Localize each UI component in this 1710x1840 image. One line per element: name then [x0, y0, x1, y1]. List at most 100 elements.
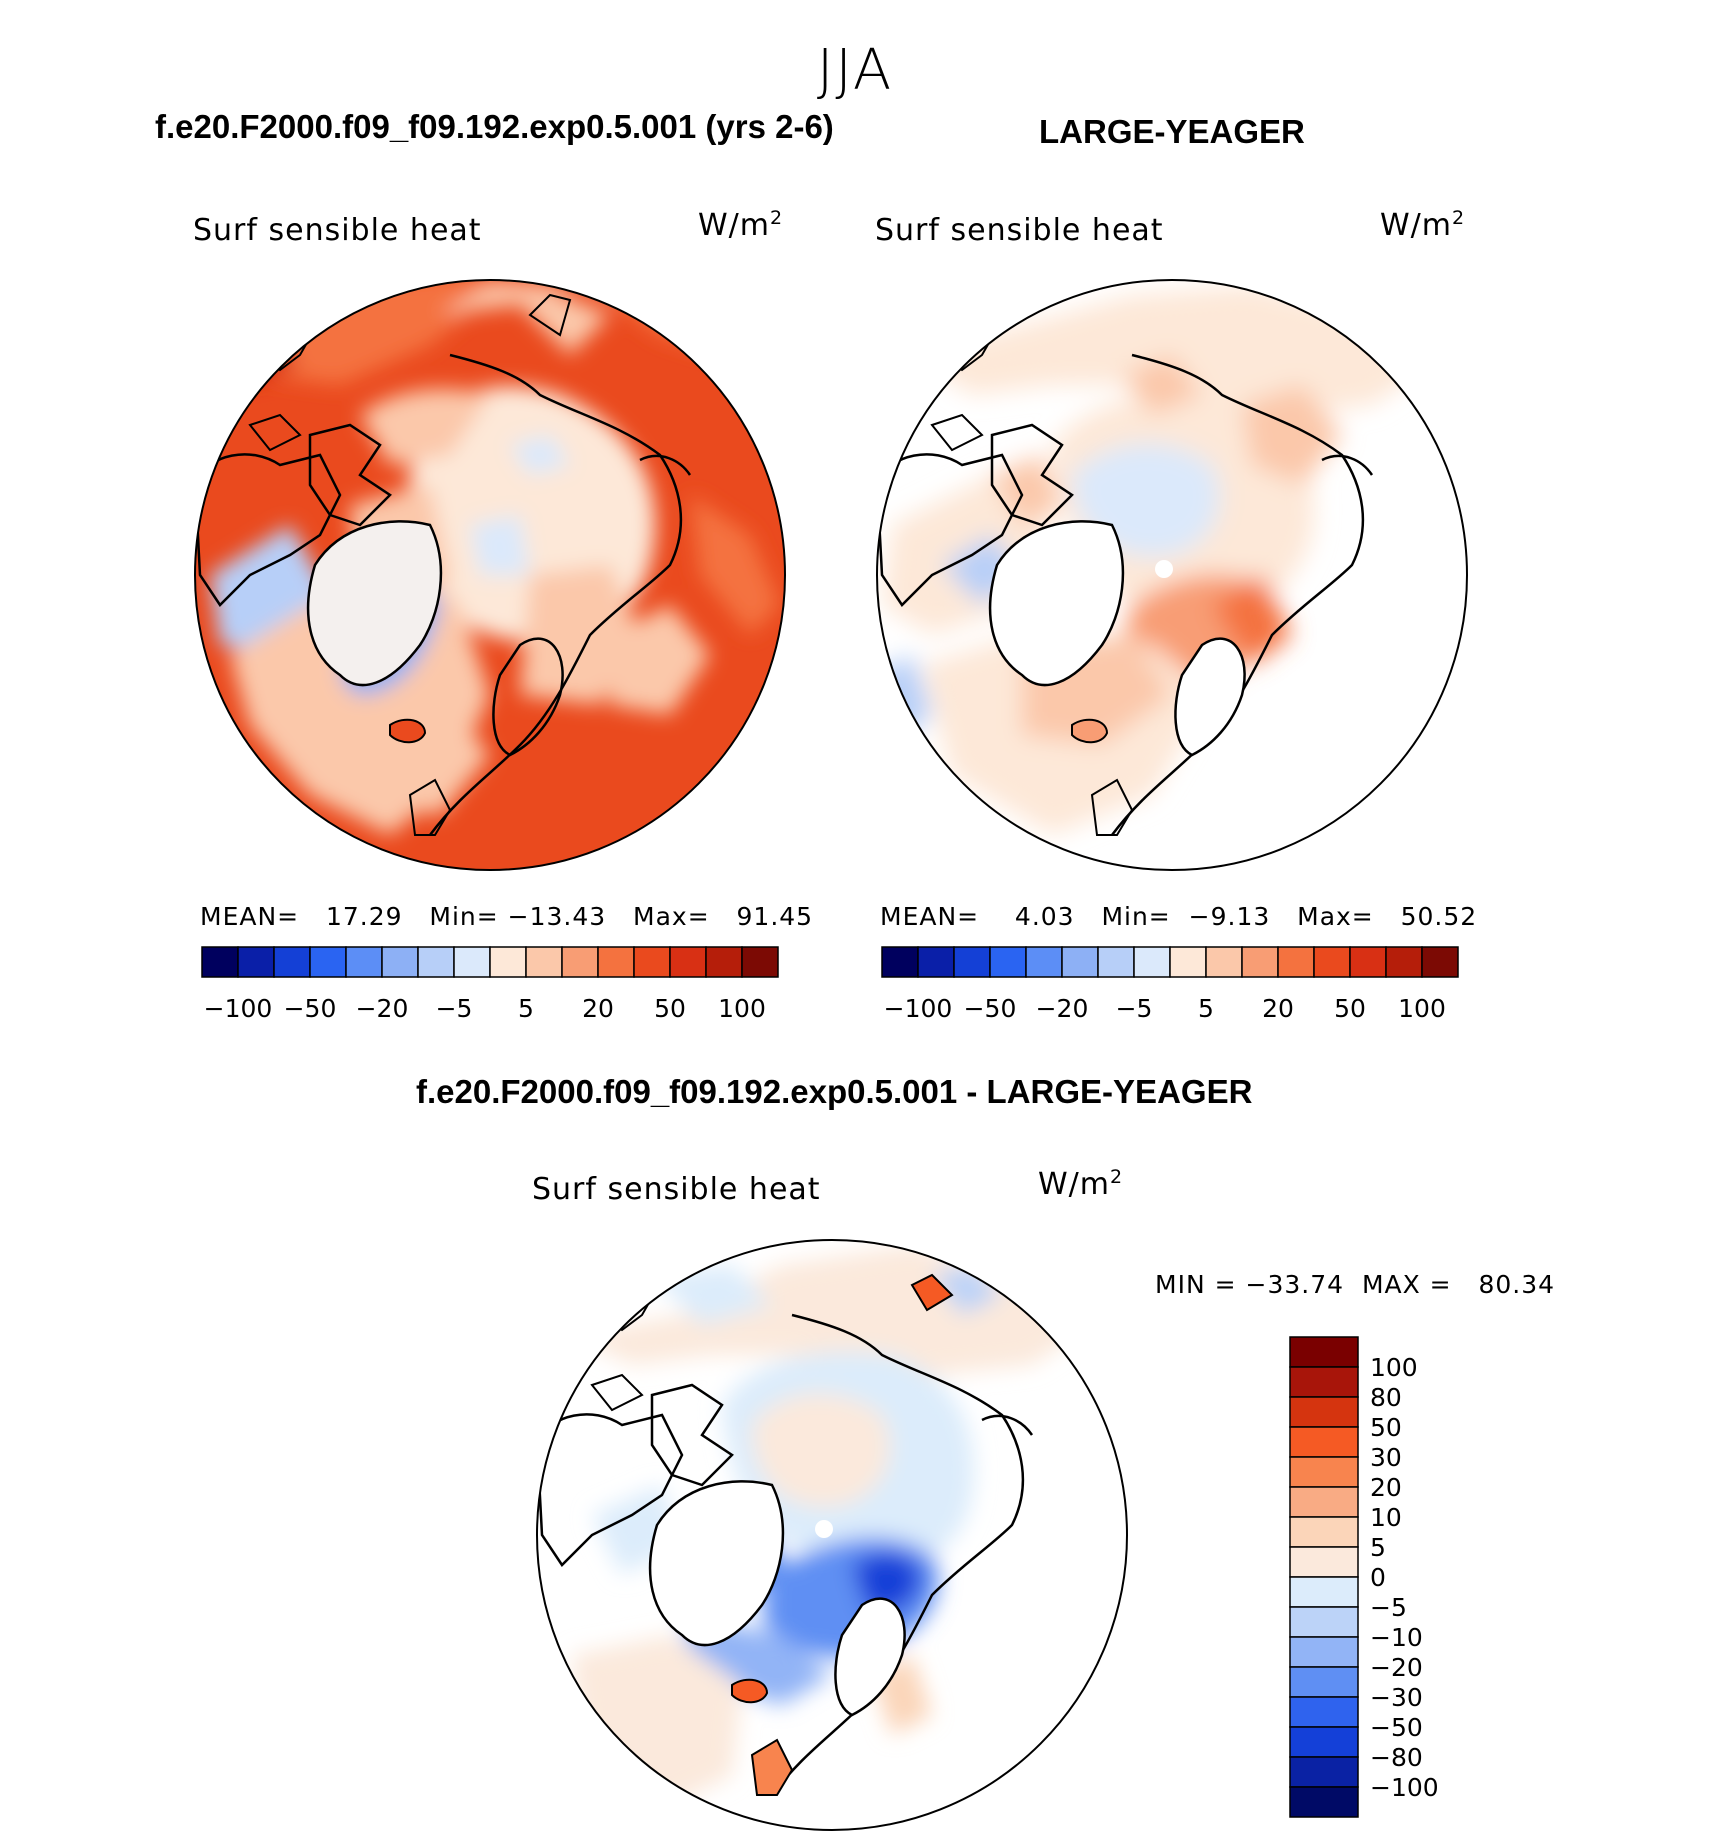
- colorbar-tick-label: 5: [518, 994, 534, 1023]
- colorbar-swatch: [1289, 1336, 1359, 1368]
- colorbar-tick-label: 5: [1198, 994, 1214, 1023]
- colorbar-swatch: [1277, 946, 1315, 978]
- colorbar-swatch: [1205, 946, 1243, 978]
- colorbar-tick-label: −5: [1116, 994, 1153, 1023]
- colorbar-swatch: [1289, 1756, 1359, 1788]
- colorbar-tick-label: −30: [1370, 1683, 1423, 1712]
- colorbar-tick-label: 50: [1334, 994, 1366, 1023]
- season-title: JJA: [816, 38, 894, 103]
- colorbar-swatch: [669, 946, 707, 978]
- colorbar-swatch: [1289, 1666, 1359, 1698]
- colorbar-tick-label: 100: [1398, 994, 1446, 1023]
- colorbar-swatch: [953, 946, 991, 978]
- colorbar-swatch: [989, 946, 1027, 978]
- stats-right: MEAN= 4.03 Min= −9.13 Max= 50.52: [880, 902, 1478, 931]
- colorbar-tick-label: −20: [356, 994, 409, 1023]
- colorbar-tick-label: −50: [1370, 1713, 1423, 1742]
- colorbar-swatches: [881, 946, 1459, 978]
- colorbar-tick-label: −20: [1370, 1653, 1423, 1682]
- colorbar-tick-label: 10: [1370, 1503, 1402, 1532]
- units-diff: W/m2: [1038, 1166, 1124, 1202]
- case-title-diff: f.e20.F2000.f09_f09.192.exp0.5.001 - LAR…: [416, 1073, 1253, 1110]
- colorbar-swatch: [201, 946, 239, 978]
- polar-map-right: [876, 279, 1468, 871]
- colorbar-swatch: [1289, 1396, 1359, 1428]
- colorbar-swatch: [1289, 1576, 1359, 1608]
- colorbar-swatch: [633, 946, 671, 978]
- stats-left: MEAN= 17.29 Min= −13.43 Max= 91.45: [200, 902, 814, 931]
- colorbar-swatch: [1061, 946, 1099, 978]
- colorbar-swatch: [381, 946, 419, 978]
- colorbar-swatch: [1097, 946, 1135, 978]
- colorbar-swatch: [1385, 946, 1423, 978]
- colorbar-tick-label: −50: [284, 994, 337, 1023]
- colorbar-swatch: [1025, 946, 1063, 978]
- colorbar-swatch: [741, 946, 779, 978]
- colorbar-swatch: [237, 946, 275, 978]
- colorbar-swatch: [1289, 1726, 1359, 1758]
- colorbar-tick-label: 80: [1370, 1383, 1402, 1412]
- colorbar-right: −100 −50 −20 −5 5 20 50 100: [881, 946, 1459, 1023]
- colorbar-tick-label: −10: [1370, 1623, 1423, 1652]
- colorbar-tick-label: −5: [436, 994, 473, 1023]
- units-left: W/m2: [698, 207, 784, 243]
- colorbar-tick-label: 20: [582, 994, 614, 1023]
- colorbar-swatch: [1313, 946, 1351, 978]
- colorbar-swatch: [1133, 946, 1171, 978]
- colorbar-swatch: [417, 946, 455, 978]
- field-title-right: Surf sensible heat: [875, 213, 1164, 248]
- colorbar-swatch: [1289, 1606, 1359, 1638]
- colorbar-ticks: −100 −50 −20 −5 5 20 50 100: [204, 994, 766, 1023]
- units-right: W/m2: [1380, 207, 1466, 243]
- colorbar-swatch: [561, 946, 599, 978]
- colorbar-swatch: [489, 946, 527, 978]
- minmax-diff: MIN = −33.74 MAX = 80.34: [1155, 1270, 1556, 1299]
- colorbar-swatch: [1421, 946, 1459, 978]
- colorbar-swatch: [1289, 1426, 1359, 1458]
- colorbar-swatch: [309, 946, 347, 978]
- colorbar-swatch: [1289, 1546, 1359, 1578]
- colorbar-tick-label: −100: [884, 994, 953, 1023]
- colorbar-tick-label: −5: [1370, 1593, 1407, 1622]
- colorbar-tick-label: −50: [964, 994, 1017, 1023]
- colorbar-swatch: [917, 946, 955, 978]
- colorbar-swatch: [273, 946, 311, 978]
- colorbar-tick-label: 30: [1370, 1443, 1402, 1472]
- pole-hole: [815, 1520, 833, 1538]
- colorbar-ticks: −100 −50 −20 −5 5 20 50 100: [884, 994, 1446, 1023]
- colorbar-tick-label: 50: [654, 994, 686, 1023]
- colorbar-tick-label: 100: [1370, 1353, 1418, 1382]
- colorbar-left: −100 −50 −20 −5 5 20 50 100: [201, 946, 779, 1023]
- colorbar-swatch: [705, 946, 743, 978]
- field-title-left: Surf sensible heat: [193, 213, 482, 248]
- case-title-left: f.e20.F2000.f09_f09.192.exp0.5.001 (yrs …: [155, 108, 834, 145]
- colorbar-swatch: [345, 946, 383, 978]
- colorbar-swatch: [1241, 946, 1279, 978]
- colorbar-swatch: [597, 946, 635, 978]
- polar-map-left: [194, 279, 786, 871]
- colorbar-swatch: [1289, 1456, 1359, 1488]
- colorbar-swatch: [1289, 1516, 1359, 1548]
- colorbar-swatch: [453, 946, 491, 978]
- colorbar-swatches: [1289, 1336, 1359, 1818]
- case-title-right: LARGE-YEAGER: [1039, 113, 1305, 150]
- colorbar-tick-label: −100: [1370, 1773, 1439, 1802]
- colorbar-swatch: [881, 946, 919, 978]
- colorbar-tick-label: 100: [718, 994, 766, 1023]
- colorbar-swatch: [1169, 946, 1207, 978]
- colorbar-tick-label: 0: [1370, 1563, 1386, 1592]
- colorbar-tick-label: 20: [1262, 994, 1294, 1023]
- colorbar-swatch: [525, 946, 563, 978]
- colorbar-swatch: [1289, 1636, 1359, 1668]
- colorbar-swatch: [1349, 946, 1387, 978]
- colorbar-tick-label: 5: [1370, 1533, 1386, 1562]
- colorbar-tick-label: −20: [1036, 994, 1089, 1023]
- pole-hole: [1155, 560, 1173, 578]
- colorbar-swatches: [201, 946, 779, 978]
- colorbar-tick-label: −100: [204, 994, 273, 1023]
- field-title-diff: Surf sensible heat: [532, 1172, 821, 1207]
- colorbar-swatch: [1289, 1366, 1359, 1398]
- colorbar-swatch: [1289, 1696, 1359, 1728]
